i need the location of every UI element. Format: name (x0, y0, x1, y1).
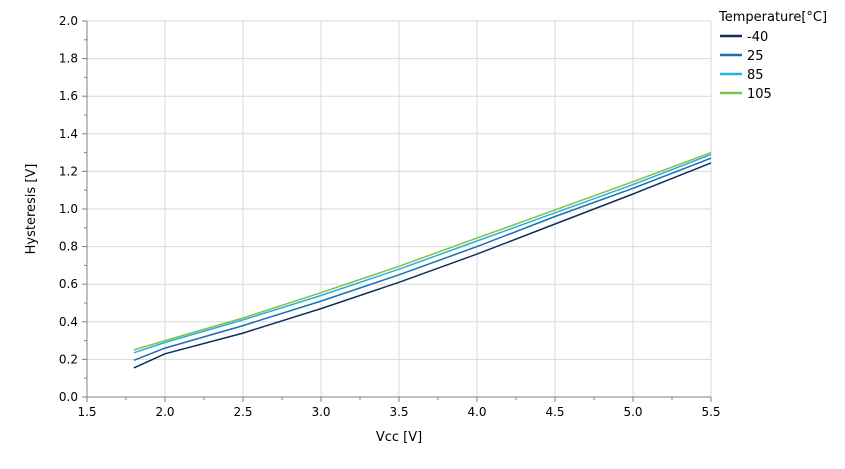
legend-label--40: -40 (747, 30, 768, 45)
y-tick-label: 0.6 (59, 277, 78, 291)
y-tick-label: 1.6 (59, 89, 78, 103)
x-tick-label: 2.0 (155, 405, 174, 419)
series-line--40 (133, 162, 712, 369)
y-tick-label: 2.0 (59, 14, 78, 28)
series-line-85 (133, 153, 712, 354)
y-tick-label: 0.0 (59, 390, 78, 404)
x-tick-label: 2.5 (233, 405, 252, 419)
grid (86, 20, 712, 398)
y-tick-label: 1.8 (59, 52, 78, 66)
y-tick-label: 1.4 (59, 127, 78, 141)
legend: Temperature[°C] -40 25 85 105 (718, 10, 827, 102)
x-tick-label: 4.0 (467, 405, 486, 419)
x-axis-label: Vcc [V] (376, 430, 422, 445)
legend-label-105: 105 (747, 87, 772, 102)
x-tick-label: 4.5 (545, 405, 564, 419)
axes (82, 20, 712, 402)
y-tick-label: 0.4 (59, 315, 78, 329)
legend-title: Temperature[°C] (718, 10, 827, 25)
x-tick-label: 3.0 (311, 405, 330, 419)
series-line-105 (133, 151, 712, 351)
y-tick-label: 0.8 (59, 240, 78, 254)
y-tick-label: 1.2 (59, 164, 78, 178)
x-tick-label: 3.5 (389, 405, 408, 419)
x-tick-label: 1.5 (77, 405, 96, 419)
x-tick-label: 5.5 (701, 405, 720, 419)
series-group (133, 151, 712, 369)
y-tick-label: 0.2 (59, 352, 78, 366)
tick-labels: 1.5 2.0 2.5 3.0 3.5 4.0 4.5 5.0 5.5 0.0 0.2 0.4 0.6 0… (59, 14, 721, 419)
series-line-25 (133, 157, 712, 361)
legend-label-25: 25 (747, 49, 764, 64)
x-tick-label: 5.0 (623, 405, 642, 419)
legend-label-85: 85 (747, 68, 764, 83)
y-tick-label: 1.0 (59, 202, 78, 216)
y-axis-label: Hysteresis [V] (24, 164, 39, 255)
